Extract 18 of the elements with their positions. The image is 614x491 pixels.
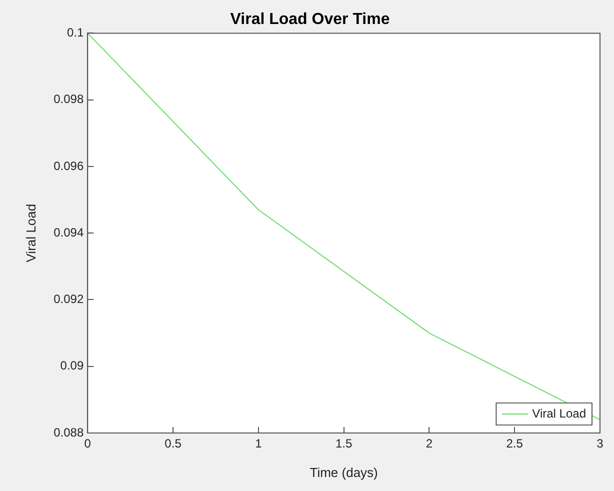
y-tick-label: 0.092 bbox=[54, 292, 84, 306]
y-tick-label: 0.088 bbox=[54, 425, 84, 440]
x-tick-label: 2.5 bbox=[506, 436, 524, 451]
chart-title: Viral Load Over Time bbox=[230, 11, 390, 28]
x-tick-label: 1.5 bbox=[335, 436, 352, 451]
y-axis-title: Viral Load bbox=[23, 204, 38, 262]
x-axis-title: Time (days) bbox=[310, 464, 378, 480]
y-tick-label: 0.094 bbox=[54, 225, 84, 240]
y-tick-label: 0.1 bbox=[66, 26, 84, 40]
y-tick-label: 0.09 bbox=[60, 358, 84, 373]
x-tick-label: 1 bbox=[255, 436, 262, 451]
x-tick-label: 0.5 bbox=[164, 436, 182, 451]
legend-label: Viral Load bbox=[532, 406, 586, 420]
x-tick-label: 2 bbox=[426, 436, 433, 451]
x-tick-label: 3 bbox=[596, 436, 604, 451]
x-tick-label: 0 bbox=[84, 436, 92, 451]
y-tick-label: 0.096 bbox=[54, 158, 84, 173]
y-tick-label: 0.098 bbox=[54, 92, 84, 106]
